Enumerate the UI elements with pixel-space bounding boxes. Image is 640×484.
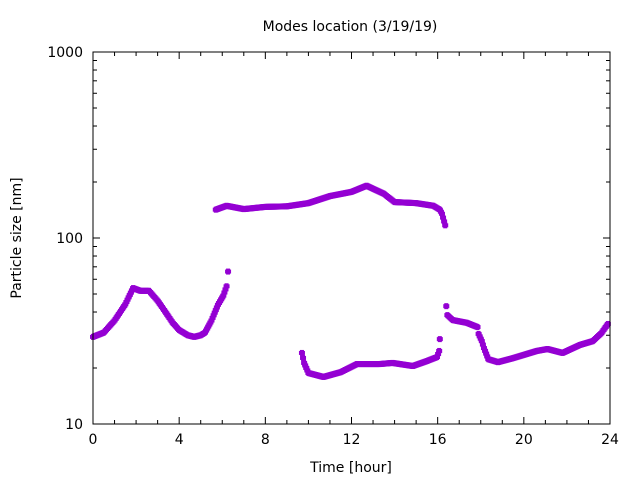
- mode-2-point: [441, 218, 448, 225]
- mode-1-point: [220, 292, 227, 299]
- mode-4-point: [604, 320, 611, 327]
- x-tick-label: 8: [261, 432, 270, 448]
- x-tick-label: 20: [515, 432, 533, 448]
- mode-3-point: [300, 354, 307, 361]
- mode-2-point: [440, 214, 447, 221]
- x-tick-label: 12: [343, 432, 361, 448]
- y-tick-label: 100: [56, 231, 83, 247]
- mode-1-point: [222, 286, 229, 293]
- plot-border: [92, 51, 611, 425]
- chart-title: Modes location (3/19/19): [263, 19, 438, 35]
- x-tick-label: 24: [601, 432, 619, 448]
- mode-2-point: [438, 210, 445, 217]
- y-tick-label: 10: [65, 417, 83, 433]
- mode-2-point: [442, 222, 449, 229]
- mode-1-point: [221, 289, 228, 296]
- mode-3-point: [436, 336, 443, 343]
- x-tick-label: 0: [89, 432, 98, 448]
- data-points: [90, 182, 611, 380]
- y-tick-label: 1000: [47, 45, 83, 61]
- mode-3-point: [436, 347, 443, 354]
- mode-4-point: [479, 341, 486, 348]
- y-axis-label: Particle size [nm]: [9, 177, 25, 298]
- mode-3-point: [434, 354, 441, 361]
- mode-4-point: [478, 338, 485, 345]
- x-axis-label: Time [hour]: [309, 460, 392, 476]
- x-tick-label: 16: [429, 432, 447, 448]
- mode-3-point: [298, 349, 305, 356]
- mode-3-point: [435, 351, 442, 358]
- axis-ticks: 0 4 8 12 16 20 24 10 100 1000: [47, 45, 619, 448]
- mode-1-point: [223, 283, 230, 290]
- mode-4-point: [443, 303, 450, 310]
- mode-1-point: [225, 268, 232, 275]
- mode-4-point: [474, 324, 481, 331]
- x-tick-label: 4: [175, 432, 184, 448]
